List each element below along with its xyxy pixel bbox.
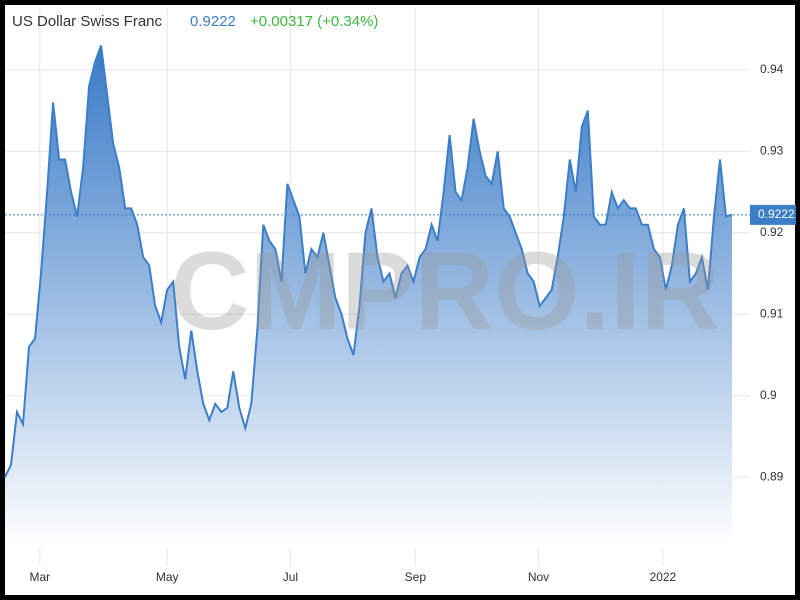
y-tick-label: 0.9	[760, 388, 777, 402]
area	[5, 45, 732, 548]
x-tick-label: May	[156, 570, 179, 584]
x-tick-label: Mar	[30, 570, 51, 584]
price: 0.9222	[190, 13, 236, 30]
price-change: +0.00317 (+0.34%)	[250, 13, 378, 30]
current-price-tag	[750, 204, 796, 225]
current-price-label: 0.9222	[758, 207, 795, 221]
chart-title: US Dollar Swiss Franc	[12, 13, 163, 30]
x-tick-label: Jul	[283, 570, 298, 584]
y-tick-label: 0.92	[760, 225, 784, 239]
watermark: CMPRO.IR	[170, 230, 720, 353]
x-tick-label: 2022	[650, 570, 677, 584]
y-tick-label: 0.94	[760, 62, 784, 76]
x-tick-label: Sep	[405, 570, 427, 584]
line	[4, 45, 733, 478]
x-tick-label: Nov	[528, 570, 549, 584]
y-tick-label: 0.89	[760, 469, 784, 483]
y-tick-label: 0.91	[760, 306, 784, 320]
y-tick-label: 0.93	[760, 144, 784, 158]
plot	[4, 8, 750, 566]
